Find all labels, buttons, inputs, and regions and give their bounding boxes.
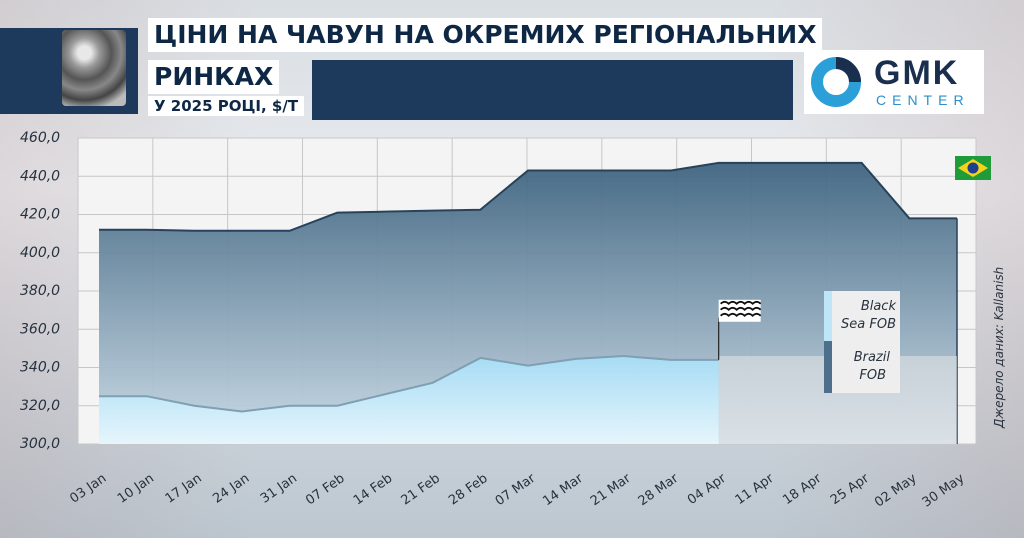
series-areas	[99, 161, 958, 445]
x-axis: 03 Jan 10 Jan 17 Jan 24 Jan 31 Jan 07 Feb 14 F…	[67, 471, 967, 511]
x-tick-label: 07 Feb	[303, 471, 347, 508]
legend-label-brazil: Brazil	[854, 350, 891, 365]
y-axis: 300,0 320,0 340,0 360,0 380,0 400,0 420,0 440,0…	[20, 130, 60, 452]
legend-label-black-sea-2: Sea FOB	[841, 317, 896, 332]
y-tick-label: 300,0	[20, 436, 60, 452]
x-tick-label: 21 Mar	[588, 471, 634, 510]
wave-stroke	[720, 300, 762, 306]
x-tick-label: 14 Feb	[351, 471, 395, 508]
y-tick-label: 420,0	[20, 207, 60, 223]
x-tick-label: 30 May	[920, 471, 968, 511]
legend-label-black-sea: Black	[861, 299, 897, 314]
x-tick-label: 18 Apr	[780, 471, 824, 508]
y-tick-label: 320,0	[20, 398, 60, 414]
series-line-black-sea	[99, 355, 719, 413]
y-tick-label: 360,0	[20, 321, 60, 337]
waves-icon	[718, 299, 762, 322]
x-tick-label: 17 Jan	[163, 471, 205, 507]
gmk-logo-subtext: CENTER	[876, 92, 970, 108]
wave-stroke	[720, 312, 762, 318]
x-tick-label: 07 Mar	[493, 471, 539, 510]
x-tick-label: 14 Mar	[540, 471, 586, 510]
x-tick-label: 25 Apr	[828, 471, 872, 508]
legend-swatch-black-sea	[824, 291, 832, 341]
chart-subtitle: У 2025 РОЦІ, $/Т	[148, 96, 305, 116]
x-tick-label: 28 Mar	[636, 471, 682, 510]
brazil-flag-icon	[955, 156, 991, 180]
chart-title-line2: РИНКАХ	[148, 60, 280, 94]
legend-swatch-brazil	[824, 341, 832, 393]
x-tick-label: 31 Jan	[258, 471, 300, 507]
x-tick-label: 04 Apr	[685, 471, 729, 508]
x-tick-label: 21 Feb	[399, 471, 443, 508]
title-block: ЦІНИ НА ЧАВУН НА ОКРЕМИХ РЕГІОНАЛЬНИХ РИ…	[138, 6, 823, 120]
series-line-brazil	[99, 161, 957, 232]
pig-iron-photo	[62, 30, 126, 106]
y-tick-label: 460,0	[20, 130, 60, 146]
title-strip	[312, 60, 793, 120]
gmk-logo-text: GMK	[874, 54, 960, 92]
legend: Black Sea FOB Brazil FOB	[824, 291, 900, 393]
legend-box	[824, 291, 900, 393]
x-tick-label: 11 Apr	[733, 471, 777, 508]
gmk-ring-icon	[811, 57, 861, 107]
x-tick-label: 02 May	[872, 471, 920, 511]
y-tick-label: 440,0	[20, 168, 60, 184]
y-tick-label: 340,0	[20, 360, 60, 376]
chart-title-line1: ЦІНИ НА ЧАВУН НА ОКРЕМИХ РЕГІОНАЛЬНИХ	[148, 18, 823, 52]
x-tick-label: 28 Feb	[446, 471, 490, 508]
x-tick-label: 10 Jan	[115, 471, 157, 507]
y-tick-label: 400,0	[20, 245, 60, 261]
gmk-center-logo: GMK CENTER	[804, 50, 984, 114]
x-tick-label: 24 Jan	[210, 471, 252, 507]
x-tick-label: 03 Jan	[67, 471, 109, 507]
legend-label-brazil-2: FOB	[859, 368, 886, 383]
wave-stroke	[720, 306, 762, 312]
source-note: Джерело даних: Kallanish	[992, 266, 1006, 428]
series-area-black-sea	[99, 356, 719, 444]
y-tick-label: 380,0	[20, 283, 60, 299]
